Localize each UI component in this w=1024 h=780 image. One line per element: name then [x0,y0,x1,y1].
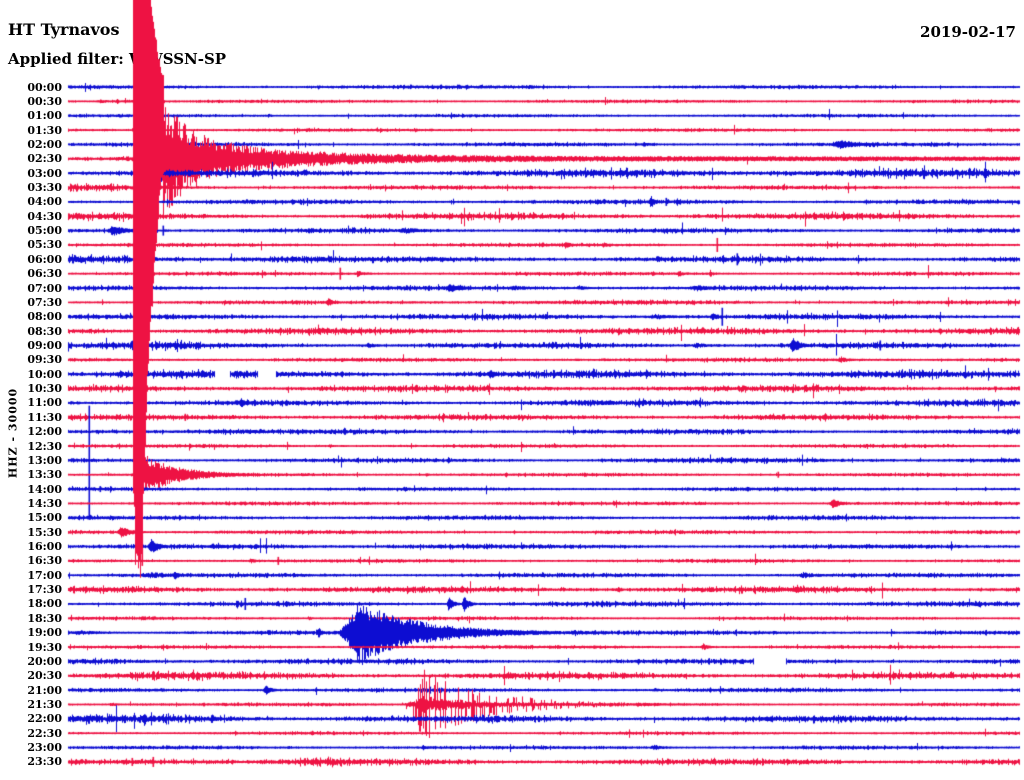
time-label: 06:30 [27,267,62,281]
time-axis-labels: 00:00 00:30 01:00 01:30 02:00 02:30 03:00 03:30… [0,0,64,780]
time-label: 23:00 [27,741,62,755]
time-label: 14:00 [27,482,62,496]
time-label: 04:30 [27,209,62,223]
time-label: 21:00 [27,683,62,697]
time-label: 17:30 [27,583,62,597]
time-label: 01:30 [27,123,62,137]
time-label: 09:00 [27,338,62,352]
time-label: 01:00 [27,109,62,123]
time-label: 13:30 [27,468,62,482]
time-label: 14:30 [27,496,62,510]
time-label: 10:30 [27,382,62,396]
time-label: 12:00 [27,425,62,439]
time-label: 00:00 [27,80,62,94]
time-label: 18:30 [27,611,62,625]
time-label: 04:00 [27,195,62,209]
time-label: 07:30 [27,295,62,309]
time-label: 23:30 [27,755,62,769]
time-label: 18:00 [27,597,62,611]
time-label: 05:00 [27,224,62,238]
time-label: 08:00 [27,310,62,324]
time-label: 03:30 [27,181,62,195]
time-label: 15:30 [27,525,62,539]
time-label: 17:00 [27,568,62,582]
time-label: 20:00 [27,654,62,668]
date-label: 2019-02-17 [920,23,1016,41]
time-label: 07:00 [27,281,62,295]
time-label: 06:00 [27,252,62,266]
time-label: 00:30 [27,94,62,108]
time-label: 19:00 [27,626,62,640]
time-label: 19:30 [27,640,62,654]
time-label: 11:30 [27,410,62,424]
time-label: 22:30 [27,726,62,740]
time-label: 10:00 [27,367,62,381]
time-label: 02:00 [27,137,62,151]
time-label: 16:30 [27,554,62,568]
time-label: 12:30 [27,439,62,453]
time-label: 11:00 [27,396,62,410]
time-label: 08:30 [27,324,62,338]
time-label: 09:30 [27,353,62,367]
time-label: 05:30 [27,238,62,252]
time-label: 21:30 [27,697,62,711]
time-label: 13:00 [27,453,62,467]
time-label: 22:00 [27,712,62,726]
time-label: 16:00 [27,540,62,554]
time-label: 20:30 [27,669,62,683]
time-label: 15:00 [27,511,62,525]
time-label: 03:00 [27,166,62,180]
time-label: 02:30 [27,152,62,166]
